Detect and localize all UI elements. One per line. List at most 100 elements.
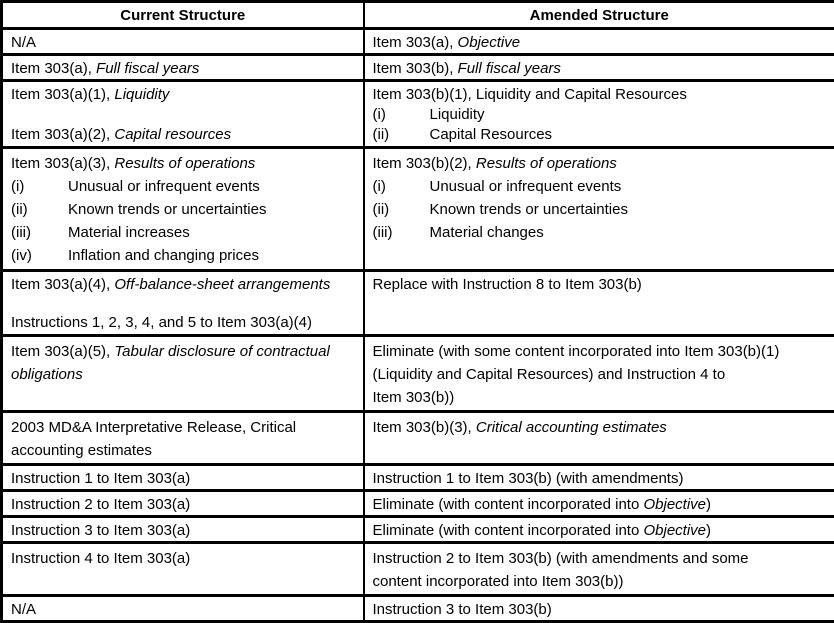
text-segment: obligations	[11, 366, 83, 383]
amended-structure-cell: Replace with Instruction 8 to Item 303(b…	[364, 271, 834, 336]
text-segment: Material increases	[68, 224, 190, 241]
text-segment: Inflation and changing prices	[68, 247, 259, 264]
amended-structure-cell: Instruction 2 to Item 303(b) (with amend…	[364, 543, 834, 596]
list-item-line: (ii)Known trends or uncertainties	[11, 198, 355, 221]
text-segment: Item 303(b)(2),	[373, 155, 476, 172]
current-structure-cell: Instruction 1 to Item 303(a)	[2, 465, 364, 491]
text-segment: Instruction 3 to Item 303(a)	[11, 522, 190, 539]
text-segment: Item 303(a)(5),	[11, 343, 114, 360]
header-row: Current Structure Amended Structure	[2, 2, 834, 29]
amended-structure-cell: Instruction 1 to Item 303(b) (with amend…	[364, 465, 834, 491]
current-structure-cell: Instruction 3 to Item 303(a)	[2, 517, 364, 543]
text-line: Item 303(a)(4), Off-balance-sheet arrang…	[11, 275, 355, 294]
list-item-line: (ii)Capital Resources	[373, 125, 827, 145]
list-marker: (i)	[373, 105, 430, 125]
text-line: Replace with Instruction 8 to Item 303(b…	[373, 275, 827, 294]
text-segment: Material changes	[430, 224, 544, 241]
table-row: Instruction 1 to Item 303(a) Instruction …	[2, 465, 834, 491]
text-segment: Instructions 1, 2, 3, 4, and 5 to Item 3…	[11, 314, 312, 331]
text-line: content incorporated into Item 303(b))	[373, 570, 827, 593]
blank-line	[11, 105, 355, 125]
list-marker: (ii)	[11, 198, 68, 221]
table-row: Instruction 2 to Item 303(a) Eliminate (w…	[2, 491, 834, 517]
amended-structure-cell: Item 303(b)(1), Liquidity and Capital Re…	[364, 81, 834, 148]
text-line: Eliminate (with content incorporated int…	[373, 495, 827, 514]
text-line: Item 303(a)(2), Capital resources	[11, 125, 355, 145]
table-row: Item 303(a), Full fiscal years Item 303(b…	[2, 55, 834, 81]
structure-table-body: N/A Item 303(a), Objective Item 303(a), Fu…	[2, 29, 834, 622]
table-row: 2003 MD&A Interpretative Release, Critic…	[2, 412, 834, 465]
text-line: Item 303(b)(3), Critical accounting esti…	[373, 416, 827, 439]
text-line: Eliminate (with content incorporated int…	[373, 521, 827, 540]
text-segment: Objective	[643, 522, 706, 539]
text-line: 2003 MD&A Interpretative Release, Critic…	[11, 416, 355, 439]
text-line: Instruction 2 to Item 303(b) (with amend…	[373, 547, 827, 570]
text-segment: Item 303(b)(1), Liquidity and Capital Re…	[373, 86, 687, 103]
list-item-line: (i)Unusual or infrequent events	[373, 175, 827, 198]
text-line: Eliminate (with some content incorporate…	[373, 340, 827, 363]
text-segment: Item 303(a)(3),	[11, 155, 114, 172]
text-line: Instruction 3 to Item 303(b)	[373, 600, 827, 619]
list-marker: (iii)	[11, 221, 68, 244]
text-segment: accounting estimates	[11, 442, 152, 459]
text-line: Item 303(a)(1), Liquidity	[11, 85, 355, 105]
table-row: N/A Item 303(a), Objective	[2, 29, 834, 55]
text-line: Item 303(b)(1), Liquidity and Capital Re…	[373, 85, 827, 105]
text-line: Instruction 1 to Item 303(b) (with amend…	[373, 469, 827, 488]
table-row: Item 303(a)(4), Off-balance-sheet arrang…	[2, 271, 834, 336]
list-marker: (iv)	[11, 244, 68, 267]
text-line: Item 303(a), Objective	[373, 33, 827, 52]
text-segment: )	[706, 496, 711, 513]
text-line: Instruction 3 to Item 303(a)	[11, 521, 355, 540]
header-amended-structure: Amended Structure	[364, 2, 834, 29]
text-line: N/A	[11, 33, 355, 52]
amended-structure-cell: Item 303(b)(3), Critical accounting esti…	[364, 412, 834, 465]
text-segment: Critical accounting estimates	[476, 419, 667, 436]
text-segment: Liquidity	[114, 86, 169, 103]
list-marker: (i)	[11, 175, 68, 198]
text-segment: Replace with Instruction 8 to Item 303(b…	[373, 276, 642, 293]
text-segment: Off-balance-sheet arrangements	[114, 276, 330, 293]
amended-structure-cell: Eliminate (with some content incorporate…	[364, 336, 834, 412]
current-structure-cell: Instruction 2 to Item 303(a)	[2, 491, 364, 517]
table-row: Item 303(a)(3), Results of operations(i)…	[2, 148, 834, 271]
text-segment: Unusual or infrequent events	[68, 178, 260, 195]
list-item-line: (ii)Known trends or uncertainties	[373, 198, 827, 221]
text-line: Item 303(b), Full fiscal years	[373, 59, 827, 78]
current-structure-cell: N/A	[2, 29, 364, 55]
text-line: Instruction 4 to Item 303(a)	[11, 547, 355, 570]
table-header: Current Structure Amended Structure	[2, 2, 834, 29]
text-segment: Item 303(b))	[373, 389, 455, 406]
text-segment: Instruction 2 to Item 303(b) (with amend…	[373, 550, 749, 567]
text-segment: )	[706, 522, 711, 539]
text-line: Instruction 1 to Item 303(a)	[11, 469, 355, 488]
list-item-line: (i)Unusual or infrequent events	[11, 175, 355, 198]
amended-structure-cell: Item 303(a), Objective	[364, 29, 834, 55]
current-structure-cell: N/A	[2, 596, 364, 622]
text-segment: Results of operations	[114, 155, 255, 172]
header-current-structure: Current Structure	[2, 2, 364, 29]
current-structure-cell: Item 303(a), Full fiscal years	[2, 55, 364, 81]
text-line: accounting estimates	[11, 439, 355, 462]
text-line: Item 303(a)(3), Results of operations	[11, 152, 355, 175]
table-row: Item 303(a)(1), Liquidity Item 303(a)(2)…	[2, 81, 834, 148]
text-segment: Instruction 1 to Item 303(b) (with amend…	[373, 470, 684, 487]
text-segment: Capital resources	[114, 126, 231, 143]
text-segment: Eliminate (with content incorporated int…	[373, 522, 644, 539]
amended-structure-cell: Item 303(b), Full fiscal years	[364, 55, 834, 81]
text-segment: 2003 MD&A Interpretative Release, Critic…	[11, 419, 296, 436]
text-segment: Instruction 3 to Item 303(b)	[373, 601, 552, 618]
text-line: Item 303(a)(5), Tabular disclosure of co…	[11, 340, 355, 363]
list-marker: (ii)	[373, 125, 430, 145]
table-row: Instruction 3 to Item 303(a) Eliminate (w…	[2, 517, 834, 543]
text-segment: content incorporated into Item 303(b))	[373, 573, 624, 590]
text-segment: Instruction 4 to Item 303(a)	[11, 550, 190, 567]
text-segment: Eliminate (with content incorporated int…	[373, 496, 644, 513]
amended-structure-cell: Instruction 3 to Item 303(b)	[364, 596, 834, 622]
list-item-line: (i)Liquidity	[373, 105, 827, 125]
list-marker: (ii)	[373, 198, 430, 221]
list-item-line: (iii)Material increases	[11, 221, 355, 244]
text-segment: Item 303(a)(2),	[11, 126, 114, 143]
current-structure-cell: Item 303(a)(1), Liquidity Item 303(a)(2)…	[2, 81, 364, 148]
